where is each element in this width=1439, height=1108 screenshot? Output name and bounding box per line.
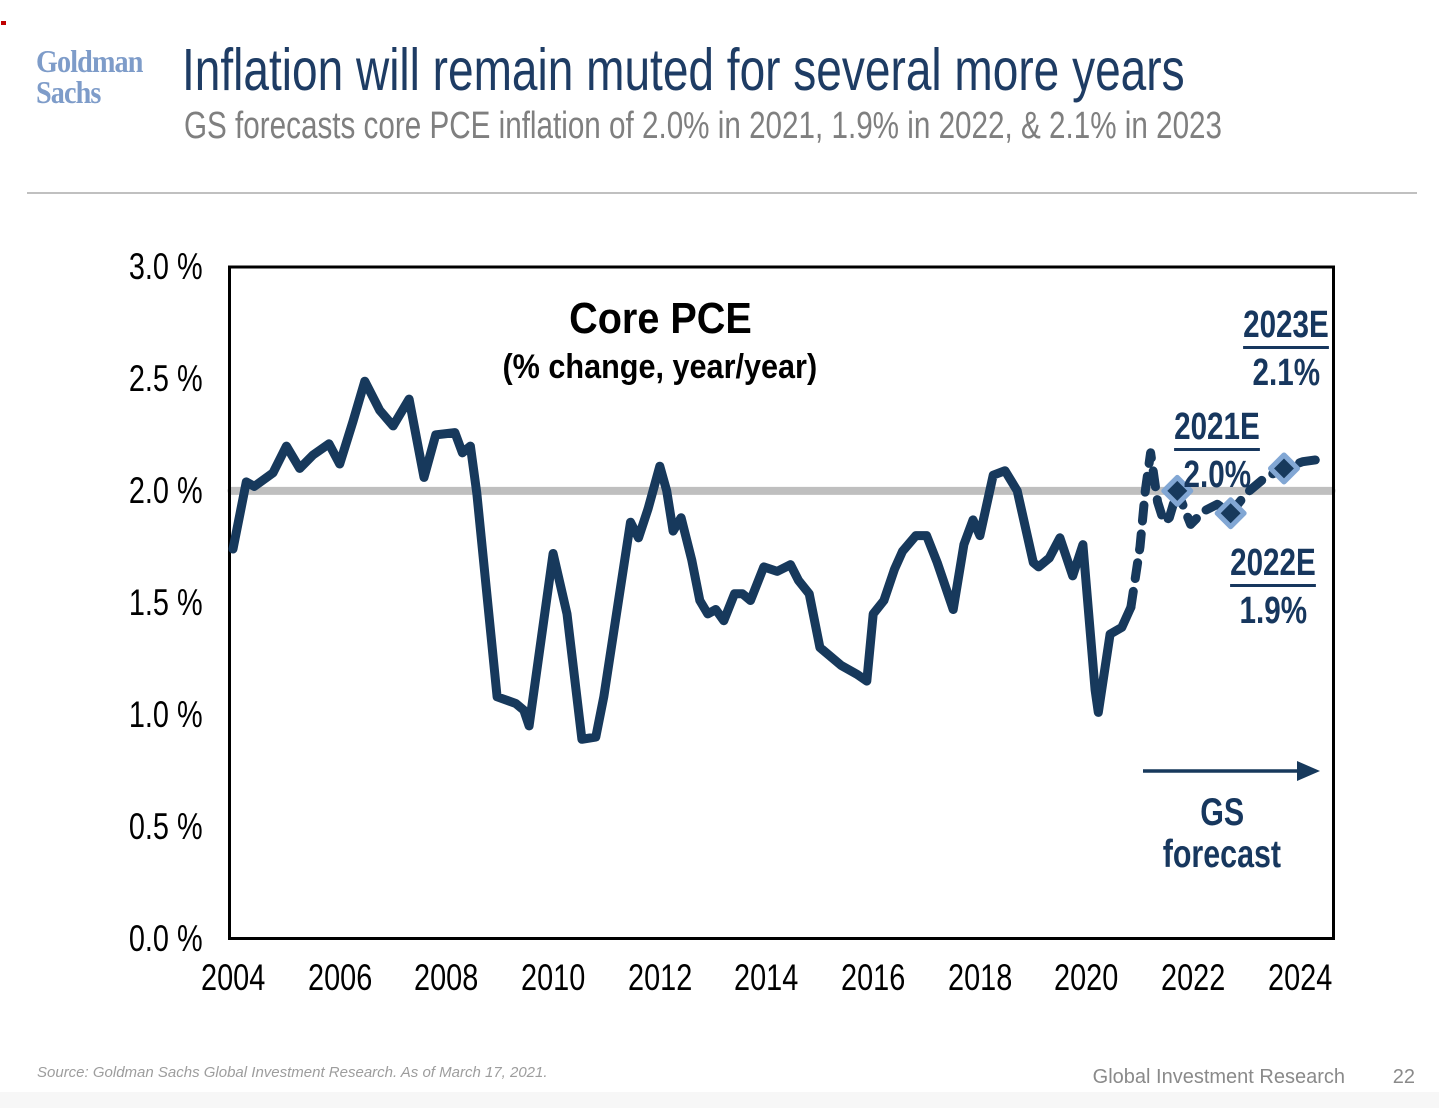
forecast-marker-2021e	[1161, 474, 1194, 507]
forecast-line	[1126, 448, 1324, 612]
logo-line-1: Goldman	[36, 43, 143, 79]
x-tick-label: 2014	[734, 957, 799, 998]
y-tick-label: 1.5 %	[129, 581, 203, 623]
chart-subtitle: (% change, year/year)	[502, 348, 818, 386]
y-tick-label: 2.0 %	[129, 469, 203, 511]
annotation-2023e: 2023E 2.1%	[1186, 306, 1386, 392]
y-tick-label: 1.0 %	[129, 693, 203, 735]
forecast-marker-2023e	[1267, 452, 1300, 485]
goldman-sachs-logo: Goldman Sachs	[36, 43, 143, 110]
history-line	[228, 376, 1136, 744]
y-tick-label: 0.5 %	[129, 805, 203, 847]
x-tick-label: 2020	[1054, 957, 1119, 998]
x-tick-label: 2024	[1267, 957, 1333, 998]
annotation-2022e-label: 2022E	[1230, 544, 1316, 587]
x-tick-label: 2004	[200, 957, 266, 998]
y-tick-label: 0.0 %	[129, 917, 203, 959]
footer-source: Source: Goldman Sachs Global Investment …	[37, 1064, 548, 1081]
chart-title: Core PCE	[568, 294, 752, 343]
header-divider	[27, 192, 1417, 194]
slide-subtitle: GS forecasts core PCE inflation of 2.0% …	[184, 105, 1223, 147]
annotation-2022e-value: 1.9%	[1239, 590, 1307, 632]
annotation-2021e: 2021E 2.0%	[1117, 408, 1317, 494]
x-tick-label: 2022	[1161, 957, 1226, 998]
x-tick-label: 2008	[414, 957, 479, 998]
page-number: 22	[1392, 1066, 1415, 1088]
y-tick-label: 3.0 %	[129, 246, 203, 287]
x-tick-label: 2006	[307, 957, 372, 998]
gs-forecast-label: GS forecast	[1122, 792, 1322, 876]
x-tick-label: 2016	[841, 957, 906, 998]
forecast-marker-2022e	[1214, 497, 1247, 530]
x-tick-label: 2018	[947, 957, 1012, 998]
gs-forecast-arrowhead	[1297, 761, 1320, 781]
y-tick-label: 2.5 %	[129, 357, 203, 399]
logo-line-2: Sachs	[36, 74, 101, 110]
annotation-2023e-value: 2.1%	[1252, 352, 1320, 394]
annotation-2021e-value: 2.0%	[1183, 454, 1251, 496]
plot-border	[228, 265, 1335, 940]
red-edge-artifact	[1, 21, 6, 25]
annotation-2022e: 2022E 1.9%	[1173, 544, 1373, 630]
gs-forecast-label-line1: GS	[1200, 791, 1244, 834]
gs-forecast-label-line2: forecast	[1162, 833, 1282, 876]
footer-division: Global Investment Research	[1092, 1066, 1345, 1088]
annotation-2021e-label: 2021E	[1174, 408, 1260, 451]
annotation-2023e-label: 2023E	[1243, 306, 1329, 349]
bottom-band	[0, 1092, 1439, 1108]
x-tick-label: 2012	[627, 957, 692, 998]
slide-title: Inflation will remain muted for several …	[182, 37, 1185, 103]
x-tick-label: 2010	[520, 957, 586, 998]
